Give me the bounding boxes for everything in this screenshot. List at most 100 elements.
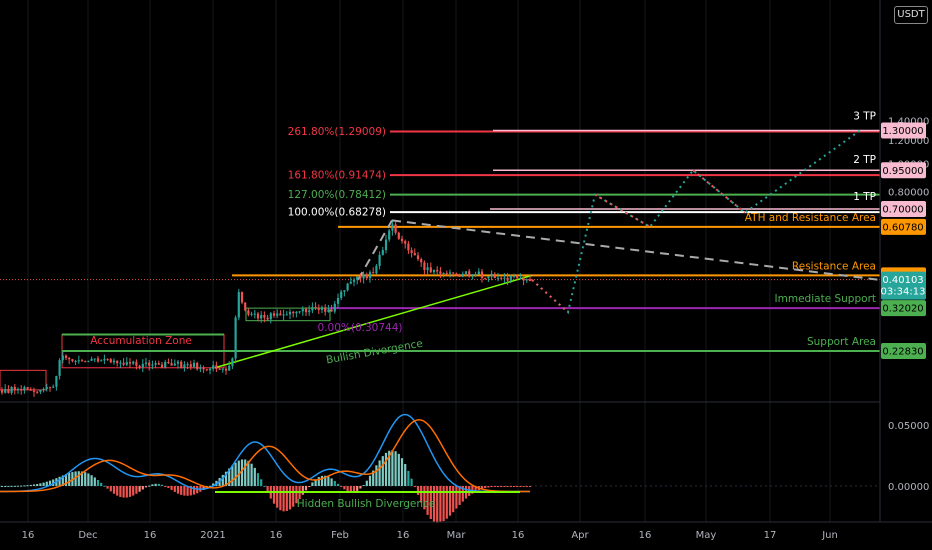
candle-body xyxy=(400,238,404,242)
candle-body xyxy=(436,269,439,272)
candle-body xyxy=(164,361,167,368)
macd-histogram-bar xyxy=(183,486,186,496)
candle-body xyxy=(221,368,224,370)
macd-histogram-bar xyxy=(442,486,445,522)
projection-paths xyxy=(531,129,861,315)
macd-histogram-bar xyxy=(471,486,474,494)
label-fib-100: 100.00%(0.68278) xyxy=(288,207,386,219)
macd-histogram-bar xyxy=(317,477,320,486)
candle-body xyxy=(157,363,160,365)
candle-body xyxy=(269,313,272,320)
projection-dip xyxy=(531,279,569,313)
macd-histogram-bar xyxy=(74,471,77,486)
macd-histogram-bar xyxy=(61,475,64,486)
candle-body xyxy=(125,362,128,365)
time-tick: 16 xyxy=(639,530,652,541)
candle-body xyxy=(192,362,196,367)
macd-histogram-bar xyxy=(516,486,519,487)
candle-body xyxy=(410,250,413,254)
target-label-2: 2 TP xyxy=(853,154,876,166)
macd-histogram-bar xyxy=(109,486,112,492)
macd-histogram-bar xyxy=(244,459,247,486)
time-tick: 16 xyxy=(512,530,525,541)
macd-histogram-bar xyxy=(295,486,298,504)
macd-histogram-bar xyxy=(167,486,170,488)
macd-histogram-bar xyxy=(272,486,276,504)
price-tag-text-fib-100: 0.70000 xyxy=(882,205,923,216)
macd-histogram-bar xyxy=(58,476,61,486)
macd-histogram-bar xyxy=(506,486,509,487)
macd-histogram-bar xyxy=(519,486,522,487)
candle-body xyxy=(292,311,295,314)
macd-histogram-bar xyxy=(436,486,439,523)
candle-body xyxy=(490,273,493,277)
macd-tick: 0.00000 xyxy=(888,482,929,493)
macd-histogram-bar xyxy=(138,486,141,492)
candle-body xyxy=(237,292,240,318)
macd-histogram-bar xyxy=(330,478,333,486)
candle-body xyxy=(500,277,503,279)
macd-histogram-bar xyxy=(461,486,464,502)
candle-body xyxy=(432,269,436,273)
candle-body xyxy=(260,314,263,319)
macd-histogram-bar xyxy=(119,486,122,497)
macd-histogram-bar xyxy=(333,480,336,486)
candle-body xyxy=(224,368,228,371)
bullish-divergence-line xyxy=(214,274,533,369)
candle-body xyxy=(26,387,29,390)
candle-body xyxy=(484,277,487,279)
hidden-divergence-label: Hidden Bullish Divergence xyxy=(297,498,436,510)
time-tick: Dec xyxy=(78,530,97,541)
macd-histogram-bar xyxy=(96,479,100,486)
candle-body xyxy=(464,271,468,274)
macd-histogram-bar xyxy=(423,486,426,510)
candle-body xyxy=(279,313,282,316)
candle-body xyxy=(109,359,112,363)
candle-body xyxy=(420,259,423,263)
currency-badge[interactable]: USDT xyxy=(894,6,928,24)
candle-body xyxy=(404,241,407,244)
candle-body xyxy=(452,272,455,274)
macd-histogram-bar xyxy=(432,486,436,522)
candle-body xyxy=(122,362,125,365)
macd-histogram-bar xyxy=(343,486,346,490)
macd-tick: 0.05000 xyxy=(888,421,929,432)
candle-body xyxy=(461,273,464,277)
time-tick: 16 xyxy=(397,530,410,541)
price-tag-text-support: 0.22830 xyxy=(882,347,923,358)
candle-body xyxy=(394,224,397,233)
countdown-text: 03:34:13 xyxy=(881,287,926,298)
time-tick: 16 xyxy=(22,530,35,541)
candle-body xyxy=(250,313,253,315)
candle-body xyxy=(90,358,93,361)
candle-body xyxy=(112,360,116,363)
candle-body xyxy=(244,302,247,311)
candle-body xyxy=(314,306,317,308)
candle-body xyxy=(42,388,45,391)
candle-body xyxy=(13,386,16,391)
candle-body xyxy=(212,365,215,369)
macd-histogram-bar xyxy=(448,486,452,516)
macd-histogram-bar xyxy=(87,473,90,486)
candle-body xyxy=(141,363,144,368)
macd-histogram-bar xyxy=(413,486,416,487)
macd-histogram-bar xyxy=(493,486,496,487)
candle-body xyxy=(285,314,288,316)
macd-histogram-bar xyxy=(231,465,234,486)
candle-body xyxy=(378,254,381,266)
price-tag-ath-resistance xyxy=(881,218,926,235)
price-tag-fib-161 xyxy=(881,162,926,179)
macd-histogram-bar xyxy=(426,486,429,515)
time-tick: 16 xyxy=(270,530,283,541)
candle-body xyxy=(61,355,64,361)
candle-body xyxy=(317,307,320,310)
macd-histogram-bar xyxy=(490,486,493,488)
candle-body xyxy=(87,360,90,362)
candle-body xyxy=(151,364,154,366)
candle-body xyxy=(448,272,452,274)
candle-body xyxy=(365,274,368,279)
macd-histogram-bar xyxy=(80,471,84,486)
macd-histogram-bar xyxy=(378,460,381,486)
candle-body xyxy=(397,232,400,239)
